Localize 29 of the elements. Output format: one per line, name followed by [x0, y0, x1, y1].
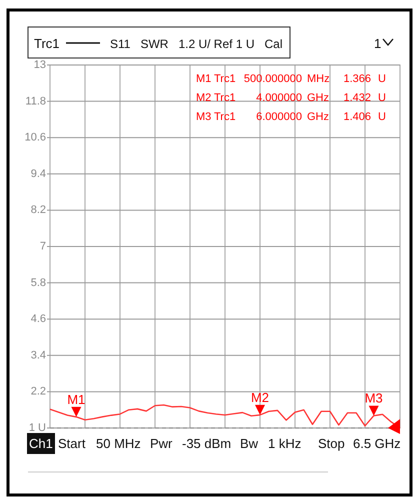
annotation: M1	[67, 392, 86, 407]
text: Ch1	[29, 436, 53, 451]
y-tick-label: 3.4	[30, 349, 46, 362]
y-tick-label: 10.6	[24, 132, 46, 144]
y-tick-label: 11.8	[25, 95, 46, 108]
y-tick-label: 2.2	[30, 386, 46, 398]
annotation: M2	[250, 390, 270, 405]
text: M3 Trc1 6.000000 GHz 1.406 U	[196, 111, 386, 123]
y-tick-label: 13	[34, 59, 46, 71]
chart-subtitle: S11 SWR 1.2 U/ Ref 1 U Cal	[110, 37, 282, 51]
y-tick-label: 1 U	[28, 422, 46, 434]
text: M2 Trc1 4.000000 GHz 1.432 U	[196, 92, 386, 104]
text: Stop	[318, 436, 345, 451]
text: 50 MHz	[96, 436, 141, 451]
text: 1 kHz	[268, 436, 302, 451]
text: 6.5 GHz	[353, 436, 401, 451]
chart-title: Trc1	[34, 36, 60, 51]
text: Start	[58, 436, 86, 451]
y-tick-label: 8.2	[30, 204, 46, 216]
y-tick-label: 5.8	[30, 276, 46, 289]
text: Bw	[240, 436, 259, 451]
text: M1 Trc1 500.000000 MHz 1.366 U	[196, 73, 386, 85]
y-tick-label: 4.6	[30, 313, 46, 326]
y-tick-label: 9.4	[30, 168, 46, 180]
text: Pwr	[150, 436, 174, 451]
annotation: M3	[364, 390, 383, 406]
y-tick-label: 7	[40, 240, 46, 252]
text: -35 dBm	[182, 436, 232, 451]
text: 1	[374, 36, 382, 51]
